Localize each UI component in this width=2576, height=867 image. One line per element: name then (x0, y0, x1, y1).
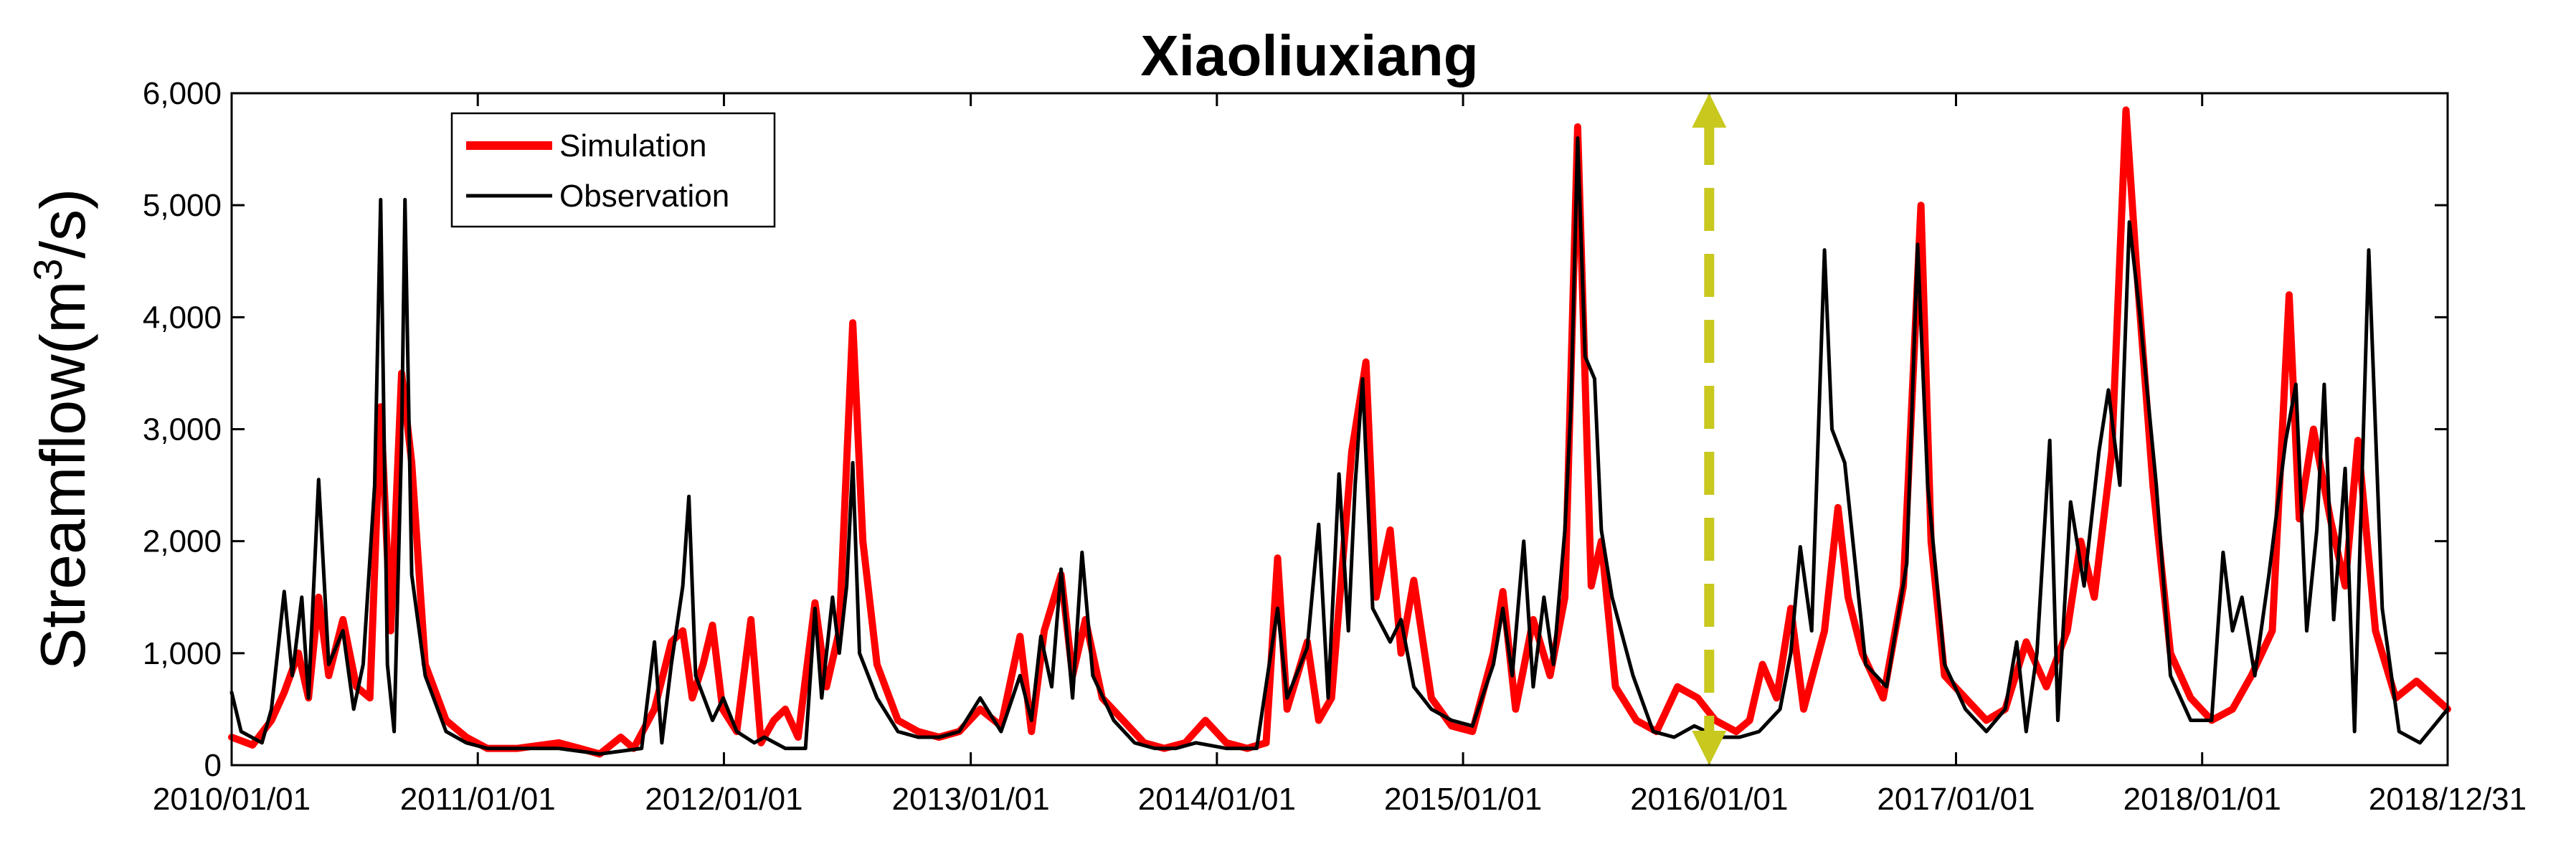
series-line-simulation (228, 106, 2451, 758)
x-tick-label: 2011/01/01 (400, 782, 556, 817)
chart-title: Xiaoliuxiang (1140, 24, 1478, 87)
x-tick-label: 2012/01/01 (645, 782, 802, 817)
x-tick-label: 2015/01/01 (1384, 782, 1542, 817)
y-tick-label: 5,000 (143, 188, 222, 223)
annotation-arrowhead-down (1692, 731, 1727, 765)
x-tick-label: 2018/01/01 (2123, 782, 2281, 817)
x-tick-label: 2014/01/01 (1138, 782, 1296, 817)
x-tick-label: 2018/12/31 (2369, 782, 2527, 817)
x-tick-label: 2013/01/01 (892, 782, 1050, 817)
y-tick-label: 2,000 (143, 524, 222, 559)
y-tick-label: 3,000 (143, 412, 222, 447)
y-axis-label-main: Streamflow(m (27, 281, 98, 671)
legend-label-simulation: Simulation (559, 128, 706, 164)
y-tick-label: 6,000 (143, 76, 222, 111)
y-axis-label-unit: /s) (27, 189, 98, 259)
x-tick-label: 2017/01/01 (1877, 782, 2035, 817)
y-axis-label: Streamflow(m3/s) (25, 189, 98, 671)
annotation-arrowhead-up (1692, 93, 1727, 128)
y-tick-label: 4,000 (143, 300, 222, 335)
x-tick-label: 2010/01/01 (153, 782, 311, 817)
legend-box (450, 112, 776, 228)
series-line-observation (229, 136, 2450, 756)
y-axis-label-superscript: 3 (25, 258, 70, 280)
plot-frame (230, 92, 2449, 767)
y-tick-label: 0 (204, 748, 222, 783)
x-tick-label: 2016/01/01 (1630, 782, 1788, 817)
y-axis-label-text: Streamflow(m3/s) (25, 189, 98, 671)
y-tick-label: 1,000 (143, 636, 222, 671)
legend-label-observation: Observation (559, 179, 729, 214)
legend: Simulation Observation (450, 112, 776, 228)
